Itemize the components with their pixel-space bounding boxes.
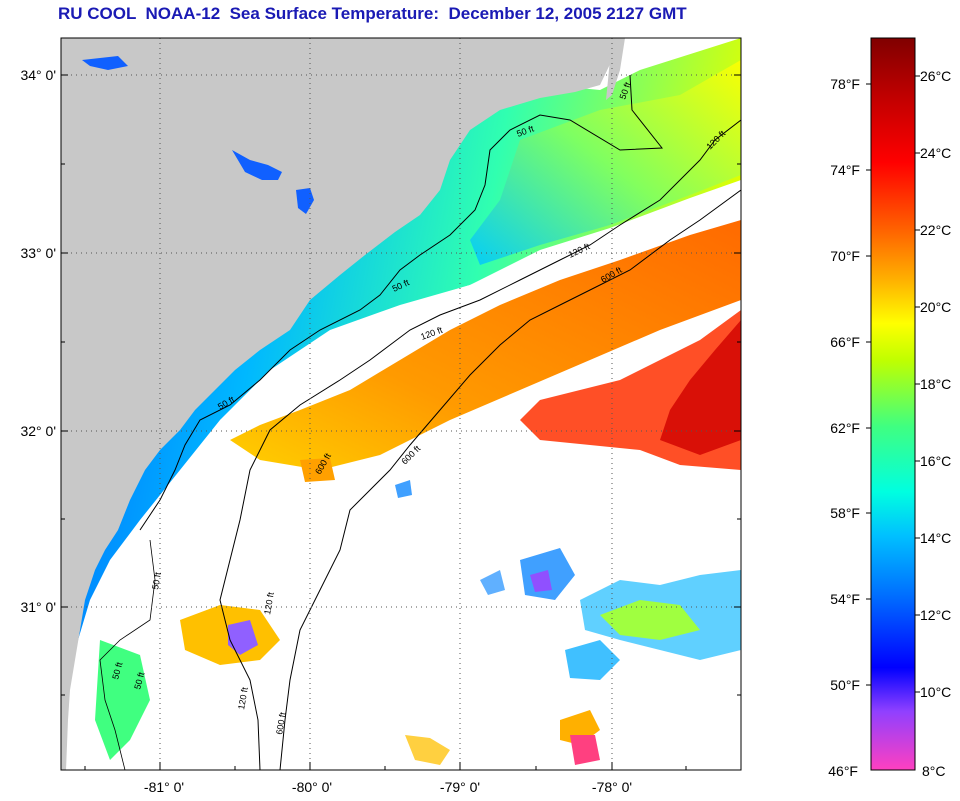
longitude-label: -80° 0' xyxy=(292,779,332,795)
contour-label: 50 ft xyxy=(150,571,163,590)
fahrenheit-label: 46°F xyxy=(828,763,858,779)
color-bar-border xyxy=(870,37,916,771)
nearshore-yellow xyxy=(470,60,741,265)
contour-label: 50 ft xyxy=(132,671,146,691)
celsius-label: 14°C xyxy=(920,530,951,546)
sst-patch xyxy=(530,570,552,592)
celsius-label: 22°C xyxy=(920,222,951,238)
contour-50ft xyxy=(139,74,663,531)
color-bar: 78°F 74°F 70°F 66°F 62°F 58°F 54°F 50°F … xyxy=(828,37,951,779)
celsius-label: 8°C xyxy=(922,763,946,779)
celsius-label: 24°C xyxy=(920,145,951,161)
celsius-label: 12°C xyxy=(920,607,951,623)
fahrenheit-label: 50°F xyxy=(830,677,860,693)
sst-patch xyxy=(565,640,620,680)
celsius-label: 10°C xyxy=(920,684,951,700)
map-border xyxy=(60,37,742,771)
sst-patch xyxy=(405,735,450,765)
lake xyxy=(232,150,282,180)
lake xyxy=(296,188,314,214)
fahrenheit-label: 78°F xyxy=(830,76,860,92)
celsius-label: 18°C xyxy=(920,376,951,392)
latitude-label: 32° 0' xyxy=(20,423,56,439)
latitude-label: 31° 0' xyxy=(20,599,56,615)
sst-patch xyxy=(600,600,700,640)
fahrenheit-label: 74°F xyxy=(830,162,860,178)
fahrenheit-label: 58°F xyxy=(830,505,860,521)
fahrenheit-label: 62°F xyxy=(830,420,860,436)
longitude-label: -81° 0' xyxy=(144,779,184,795)
contour-label: 120 ft xyxy=(262,591,276,615)
small-island xyxy=(606,38,625,100)
sst-patch xyxy=(228,620,258,655)
fahrenheit-label: 54°F xyxy=(830,591,860,607)
contour-600ft xyxy=(279,189,741,770)
celsius-label: 16°C xyxy=(920,453,951,469)
gulf-stream xyxy=(230,220,741,470)
sst-patch xyxy=(300,458,335,482)
contour-label: 120 ft xyxy=(236,686,250,710)
warm-core-eddies xyxy=(660,320,741,455)
longitude-label: -78° 0' xyxy=(592,779,632,795)
sst-patch xyxy=(395,480,412,498)
celsius-label: 26°C xyxy=(920,68,951,84)
color-bar-gradient xyxy=(871,38,915,770)
map-title: RU COOL NOAA-12 Sea Surface Temperature:… xyxy=(58,4,687,23)
map-panel[interactable]: 50 ft 50 ft 50 ft 50 ft 50 ft 120 ft 120… xyxy=(61,38,741,770)
fahrenheit-label: 66°F xyxy=(830,334,860,350)
land-mass xyxy=(61,38,620,770)
fahrenheit-label: 70°F xyxy=(830,248,860,264)
contour-shoreline-detail xyxy=(99,539,156,770)
lake xyxy=(82,56,128,70)
color-bar-ticks xyxy=(866,75,920,693)
graticule xyxy=(61,38,741,770)
contour-120ft xyxy=(219,119,741,770)
latitude-label: 33° 0' xyxy=(20,245,56,261)
contour-label: 50 ft xyxy=(110,661,124,681)
sst-patch xyxy=(480,570,505,595)
sst-patch xyxy=(95,640,150,760)
axis-ticks xyxy=(61,74,741,770)
longitude-label: -79° 0' xyxy=(440,779,480,795)
celsius-label: 20°C xyxy=(920,299,951,315)
contour-label: 600 ft xyxy=(274,711,288,735)
sst-patch xyxy=(570,735,600,765)
latitude-label: 34° 0' xyxy=(20,67,56,83)
